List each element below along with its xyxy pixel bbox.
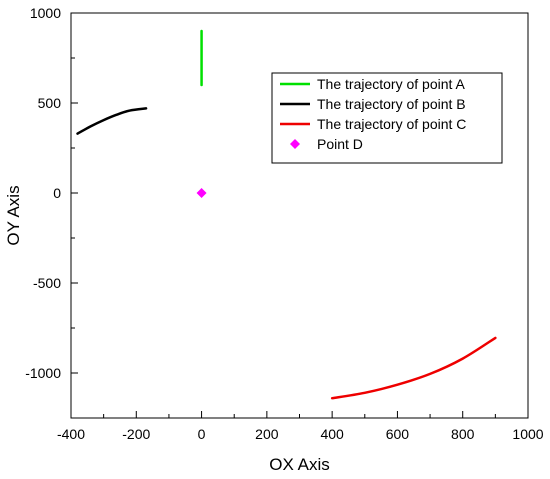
legend-label: The trajectory of point B xyxy=(317,96,466,112)
x-tick-label: -400 xyxy=(57,426,85,442)
y-axis: -1000 -500 0 500 1000 xyxy=(25,5,78,419)
y-tick-label: -500 xyxy=(33,275,61,291)
legend: The trajectory of point A The trajectory … xyxy=(271,72,503,164)
legend-label: The trajectory of point A xyxy=(317,76,466,92)
y-tick-label: 1000 xyxy=(30,5,61,21)
plot-series xyxy=(76,29,497,400)
series-marker-point-d xyxy=(196,188,207,198)
x-axis: -400 -200 0 200 400 600 800 1000 xyxy=(57,411,544,442)
x-tick-label: 0 xyxy=(198,426,206,442)
y-tick-label: 500 xyxy=(38,95,62,111)
legend-swatch-point-d xyxy=(290,139,300,149)
legend-box xyxy=(271,72,503,164)
x-tick-label: 200 xyxy=(255,426,279,442)
y-tick-label: -1000 xyxy=(25,365,61,381)
legend-label: The trajectory of point C xyxy=(317,116,466,132)
x-axis-title: OX Axis xyxy=(269,455,329,474)
series-line-the-trajectory-of-point-b xyxy=(76,107,148,135)
series-line-the-trajectory-of-point-c xyxy=(330,336,497,400)
x-tick-label: -200 xyxy=(122,426,150,442)
x-tick-label: 1000 xyxy=(512,426,543,442)
x-tick-label: 800 xyxy=(451,426,475,442)
legend-label: Point D xyxy=(317,136,363,152)
y-tick-label: 0 xyxy=(53,185,61,201)
x-tick-label: 400 xyxy=(320,426,344,442)
y-axis-title: OY Axis xyxy=(4,185,23,245)
x-tick-label: 600 xyxy=(386,426,410,442)
